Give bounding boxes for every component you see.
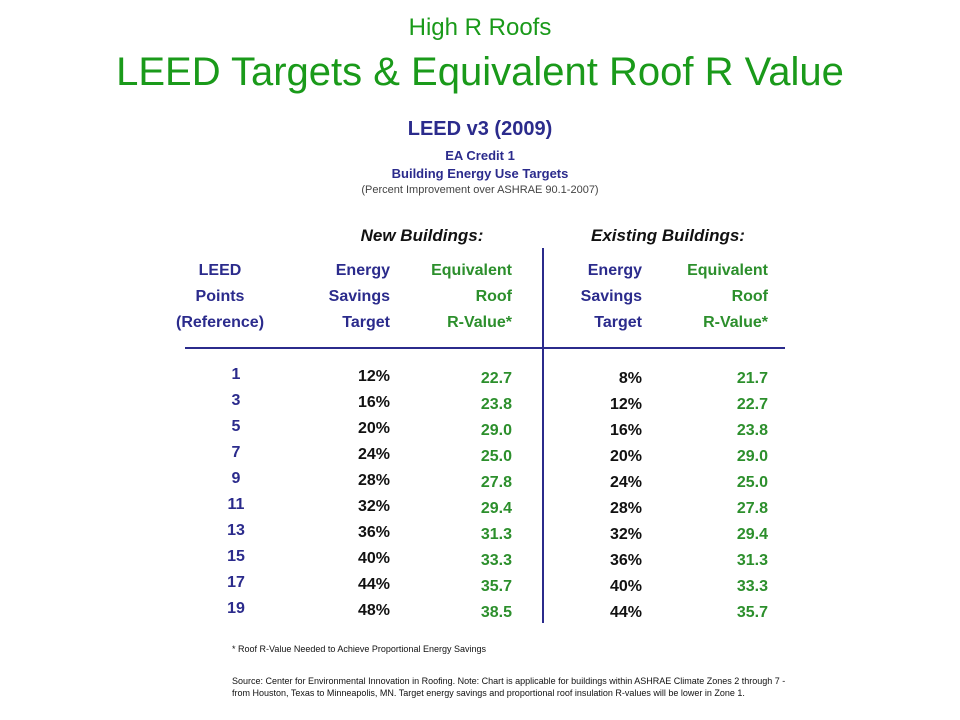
slide-subtitle: High R Roofs <box>408 14 552 41</box>
column-header-line: Savings <box>580 288 642 305</box>
energy-existing-column: 8% 12% 16% 20% 24% 28% 32% 36% 40% 44% <box>540 366 642 626</box>
table-cell: 29.4 <box>480 500 512 517</box>
column-header-line: Energy <box>587 262 642 279</box>
table-cell: 23.8 <box>480 396 512 413</box>
column-divider <box>542 248 544 623</box>
table-cell: 40% <box>609 578 642 595</box>
table-cell: 38.5 <box>480 604 512 621</box>
table-cell: 3 <box>231 392 241 409</box>
roof-existing-column: 21.7 22.7 23.8 29.0 25.0 27.8 29.4 31.3 … <box>642 366 768 626</box>
column-header-line: LEED <box>198 262 242 279</box>
table-cell: 35.7 <box>480 578 512 595</box>
table-cell: 29.4 <box>736 526 768 543</box>
table-cell: 17 <box>227 574 245 591</box>
leed-points-column: 1 3 5 7 9 11 13 15 17 19 <box>150 362 322 622</box>
table-cell: 21.7 <box>736 370 768 387</box>
new-buildings-heading: New Buildings: <box>360 226 484 245</box>
table-cell: 9 <box>231 470 241 487</box>
table-cell: 27.8 <box>736 500 768 517</box>
improvement-note: (Percent Improvement over ASHRAE 90.1-20… <box>361 184 599 196</box>
table-cell: 28% <box>357 472 390 489</box>
column-header-line: Savings <box>328 288 390 305</box>
table-cell: 22.7 <box>480 370 512 387</box>
table-cell: 20% <box>609 448 642 465</box>
table-cell: 31.3 <box>480 526 512 543</box>
footnote: * Roof R-Value Needed to Achieve Proport… <box>232 644 486 654</box>
table-cell: 33.3 <box>480 552 512 569</box>
column-header-line: R-Value* <box>447 314 512 331</box>
table-cell: 31.3 <box>736 552 768 569</box>
energy-new-column: 12% 16% 20% 24% 28% 32% 36% 40% 44% 48% <box>290 364 390 624</box>
column-header-line: Roof <box>731 288 768 305</box>
table-cell: 12% <box>357 368 390 385</box>
table-cell: 48% <box>357 602 390 619</box>
source-note: Source: Center for Environmental Innovat… <box>232 676 786 698</box>
column-header-line: (Reference) <box>175 314 265 331</box>
table-cell: 24% <box>357 446 390 463</box>
table-cell: 35.7 <box>736 604 768 621</box>
table-cell: 32% <box>609 526 642 543</box>
table-cell: 16% <box>357 394 390 411</box>
column-header-energy-existing: Energy Savings Target <box>540 258 642 336</box>
column-header-line: R-Value* <box>703 314 768 331</box>
table-cell: 23.8 <box>736 422 768 439</box>
header-rule <box>185 347 785 349</box>
table-cell: 29.0 <box>736 448 768 465</box>
table-cell: 1 <box>231 366 241 383</box>
table-cell: 44% <box>609 604 642 621</box>
table-cell: 15 <box>227 548 245 565</box>
slide-title: LEED Targets & Equivalent Roof R Value <box>116 50 844 94</box>
column-header-energy-new: Energy Savings Target <box>290 258 390 336</box>
column-header-roof-existing: Equivalent Roof R-Value* <box>642 258 768 336</box>
table-cell: 19 <box>227 600 245 617</box>
column-header-line: Energy <box>335 262 390 279</box>
table-cell: 13 <box>227 522 245 539</box>
column-header-line: Roof <box>475 288 512 305</box>
table-cell: 36% <box>357 524 390 541</box>
table-cell: 25.0 <box>480 448 512 465</box>
table-cell: 36% <box>609 552 642 569</box>
credit-label: EA Credit 1 <box>445 148 515 163</box>
table-cell: 11 <box>227 496 245 513</box>
table-cell: 22.7 <box>736 396 768 413</box>
leed-version-heading: LEED v3 (2009) <box>407 118 553 140</box>
table-cell: 28% <box>609 500 642 517</box>
column-header-leed-points: LEED Points (Reference) <box>150 258 290 336</box>
column-header-roof-new: Equivalent Roof R-Value* <box>390 258 512 336</box>
roof-new-column: 22.7 23.8 29.0 25.0 27.8 29.4 31.3 33.3 … <box>390 366 512 626</box>
table-cell: 24% <box>609 474 642 491</box>
table-cell: 27.8 <box>480 474 512 491</box>
column-header-line: Target <box>342 314 390 331</box>
table-cell: 32% <box>357 498 390 515</box>
table-cell: 12% <box>609 396 642 413</box>
table-cell: 16% <box>609 422 642 439</box>
table-cell: 8% <box>618 370 642 387</box>
table-cell: 40% <box>357 550 390 567</box>
existing-buildings-heading: Existing Buildings: <box>591 226 745 245</box>
table-cell: 25.0 <box>736 474 768 491</box>
table-cell: 44% <box>357 576 390 593</box>
table-cell: 5 <box>231 418 241 435</box>
column-header-line: Points <box>195 288 245 305</box>
targets-heading: Building Energy Use Targets <box>391 166 569 181</box>
column-header-line: Target <box>594 314 642 331</box>
column-header-line: Equivalent <box>431 262 512 279</box>
table-cell: 33.3 <box>736 578 768 595</box>
table-cell: 29.0 <box>480 422 512 439</box>
table-cell: 7 <box>231 444 241 461</box>
table-cell: 20% <box>357 420 390 437</box>
column-header-line: Equivalent <box>687 262 768 279</box>
